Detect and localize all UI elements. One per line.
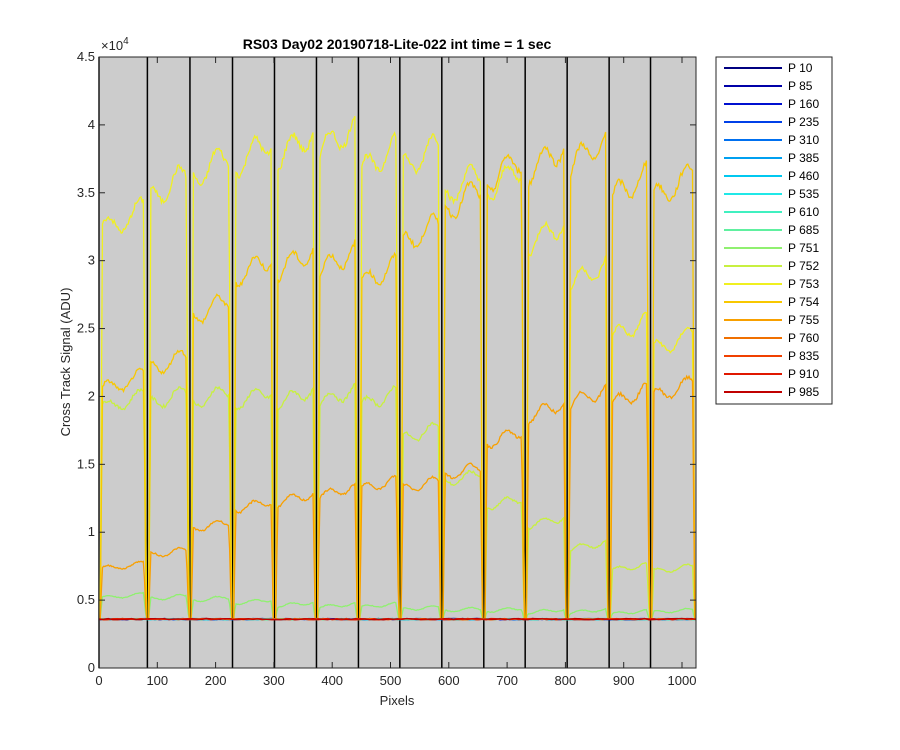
y-tick-label: 0 [88,660,95,675]
legend-label: P 85 [788,79,813,93]
legend-label: P 610 [788,205,819,219]
legend-label: P 754 [788,295,819,309]
legend-label: P 910 [788,367,819,381]
legend-items: P 10 P 85 P 160 P 235 P 310 P 385 P 460 P 535 P … [724,61,819,399]
legend: P 10 P 85 P 160 P 235 P 310 P 385 P 460 P 535 P … [715,56,833,405]
y-tick-label: 2.5 [77,321,95,336]
y-tick-label: 4 [88,117,95,132]
y-exponent: ×104 [101,36,129,53]
legend-label: P 985 [788,385,819,399]
x-tick-label: 0 [95,673,102,688]
legend-label: P 160 [788,97,819,111]
y-tick-label: 3.5 [77,185,95,200]
legend-label: P 10 [788,61,813,75]
x-tick-label: 600 [438,673,460,688]
legend-label: P 460 [788,169,819,183]
x-tick-label: 100 [146,673,168,688]
x-tick-label: 800 [555,673,577,688]
y-exponent-power: 4 [123,36,129,47]
y-axis-label: Cross Track Signal (ADU) [58,288,73,437]
x-axis: 0 100 200 300 400 500 600 700 800 900 1000 [95,57,696,688]
series-lines [98,116,697,621]
x-axis-label: Pixels [380,693,415,708]
series-line-p-754 [99,131,696,620]
legend-label: P 685 [788,223,819,237]
x-tick-label: 900 [613,673,635,688]
y-tick-label: 3 [88,253,95,268]
x-tick-label: 1000 [668,673,697,688]
x-tick-label: 200 [205,673,227,688]
legend-label: P 753 [788,277,819,291]
legend-label: P 760 [788,331,819,345]
series-line-p-751 [99,591,696,620]
x-tick-label: 300 [263,673,285,688]
x-tick-label: 500 [380,673,402,688]
y-tick-label: 1.5 [77,456,95,471]
legend-label: P 751 [788,241,819,255]
chart-title: RS03 Day02 20190718-Lite-022 int time = … [243,36,552,52]
y-axis: 0 0.5 1 1.5 2 2.5 3 3.5 4 4.5 [77,49,696,675]
y-tick-label: 1 [88,524,95,539]
legend-label: P 310 [788,133,819,147]
y-tick-label: 2 [88,388,95,403]
y-exponent-base: ×10 [101,38,123,53]
x-tick-label: 400 [321,673,343,688]
plot-frame [98,56,697,669]
legend-label: P 535 [788,187,819,201]
segment-separators [98,57,652,668]
legend-label: P 835 [788,349,819,363]
x-tick-label: 700 [496,673,518,688]
y-tick-label: 0.5 [77,592,95,607]
series-line-p-985 [98,617,697,621]
series-line-p-755 [99,374,696,620]
legend-label: P 235 [788,115,819,129]
legend-label: P 385 [788,151,819,165]
y-tick-label: 4.5 [77,49,95,64]
legend-label: P 752 [788,259,819,273]
legend-label: P 755 [788,313,819,327]
